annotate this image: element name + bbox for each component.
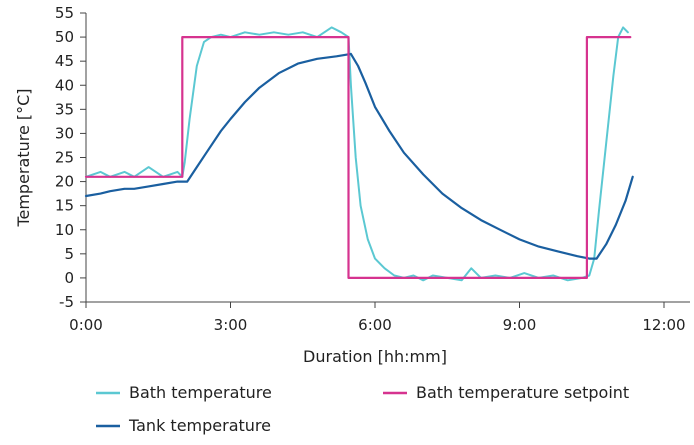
series-layer bbox=[84, 26, 634, 282]
y-ticks: -5 0 5 10 15 20 25 30 35 40 45 50 55 bbox=[55, 4, 86, 311]
legend-label-tank-temperature: Tank temperature bbox=[128, 416, 271, 435]
x-ticks: 0:00 3:00 6:00 9:00 12:00 bbox=[69, 302, 686, 334]
y-tick-label: 35 bbox=[55, 100, 74, 118]
y-axis-title: Temperature [°C] bbox=[14, 88, 33, 227]
y-tick-label: -5 bbox=[59, 293, 74, 311]
y-tick-label: 30 bbox=[55, 124, 74, 142]
y-tick-label: 45 bbox=[55, 52, 74, 70]
x-tick-label: 9:00 bbox=[503, 316, 537, 334]
y-tick-label: 20 bbox=[55, 173, 74, 191]
y-tick-label: 0 bbox=[64, 269, 74, 287]
y-tick-label: 50 bbox=[55, 28, 74, 46]
y-tick-label: 10 bbox=[55, 221, 74, 239]
series-line-tank-temperature bbox=[84, 52, 634, 260]
y-tick-label: 40 bbox=[55, 76, 74, 94]
legend-label-bath-temperature: Bath temperature bbox=[129, 383, 272, 402]
x-tick-label: 3:00 bbox=[214, 316, 248, 334]
x-tick-label: 12:00 bbox=[642, 316, 685, 334]
series-line-bath-temperature bbox=[85, 26, 629, 282]
y-tick-label: 25 bbox=[55, 149, 74, 167]
series-line-bath-temperature-setpoint bbox=[84, 35, 632, 279]
x-tick-label: 6:00 bbox=[358, 316, 392, 334]
x-tick-label: 0:00 bbox=[69, 316, 103, 334]
legend: Bath temperature Bath temperature setpoin… bbox=[96, 383, 629, 435]
y-tick-label: 55 bbox=[55, 4, 74, 22]
legend-label-bath-temperature-setpoint: Bath temperature setpoint bbox=[416, 383, 629, 402]
x-axis-title: Duration [hh:mm] bbox=[303, 347, 447, 366]
axes: 0:00 3:00 6:00 9:00 12:00 -5 0 5 10 15 20 25 30 35 40… bbox=[55, 4, 690, 334]
y-tick-label: 5 bbox=[64, 245, 74, 263]
y-tick-label: 15 bbox=[55, 197, 74, 215]
